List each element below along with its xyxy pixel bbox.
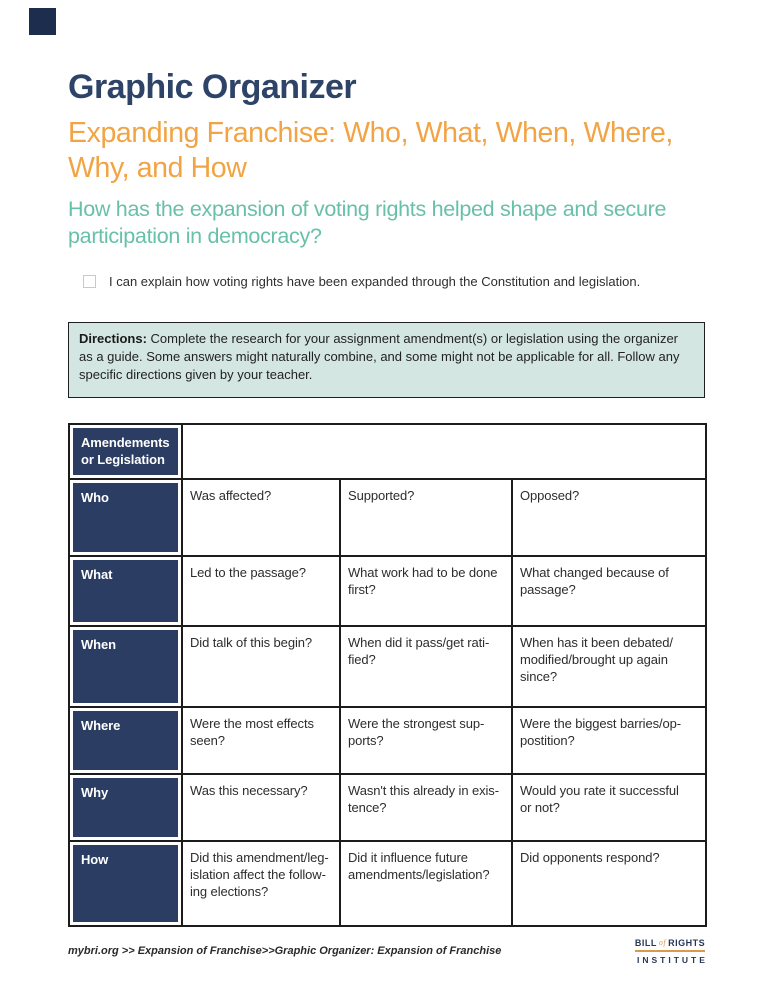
cell-how-2[interactable]: Did it influence future amendments/legis… <box>339 839 513 927</box>
corner-accent-square <box>29 8 56 35</box>
cell-what-1[interactable]: Led to the passage? <box>181 554 341 627</box>
directions-box: Directions: Complete the research for yo… <box>68 322 705 398</box>
organizer-table: Amendements or Legislation Who Was affec… <box>68 423 708 927</box>
page-title: Graphic Organizer <box>68 68 357 106</box>
row-label-who: Who <box>68 477 183 557</box>
directions-label: Directions: <box>79 331 147 346</box>
row-label-how: How <box>68 839 183 927</box>
table-row: What Led to the passage? What work had t… <box>68 554 708 627</box>
table-row: Amendements or Legislation <box>68 423 708 480</box>
objective-row: I can explain how voting rights have bee… <box>83 274 723 289</box>
table-row: How Did this amendment/leg- islation aff… <box>68 839 708 927</box>
cell-when-1[interactable]: Did talk of this begin? <box>181 624 341 708</box>
row-label-why: Why <box>68 772 183 842</box>
cell-why-2[interactable]: Wasn't this already in exis- tence? <box>339 772 513 842</box>
row-label-what: What <box>68 554 183 627</box>
cell-where-3[interactable]: Were the biggest barries/op- postition? <box>510 705 708 775</box>
logo-rights-text: RIGHTS <box>668 938 706 948</box>
amendment-input-cell[interactable] <box>180 423 708 480</box>
cell-who-2[interactable]: Supported? <box>339 477 513 557</box>
cell-when-3[interactable]: When has it been debated/ modified/broug… <box>510 624 708 708</box>
table-row: When Did talk of this begin? When did it… <box>68 624 708 708</box>
cell-where-1[interactable]: Were the most effects seen? <box>181 705 341 775</box>
row-label-where: Where <box>68 705 183 775</box>
table-row: Why Was this necessary? Wasn't this alre… <box>68 772 708 842</box>
logo-orange-rule <box>635 950 705 952</box>
footer-breadcrumb: mybri.org >> Expansion of Franchise>>Gra… <box>68 945 502 957</box>
cell-where-2[interactable]: Were the strongest sup- ports? <box>339 705 513 775</box>
table-row: Where Were the most effects seen? Were t… <box>68 705 708 775</box>
objective-text: I can explain how voting rights have bee… <box>109 274 641 289</box>
essential-question: How has the expansion of voting rights h… <box>68 197 667 249</box>
bri-logo: BILL of RIGHTS INSTITUTE <box>635 938 705 965</box>
logo-institute-text: INSTITUTE <box>637 955 708 965</box>
table-corner-header: Amendements or Legislation <box>68 423 183 480</box>
page-footer: mybri.org >> Expansion of Franchise>>Gra… <box>68 938 705 965</box>
row-label-when: When <box>68 624 183 708</box>
cell-what-3[interactable]: What changed because of passage? <box>510 554 708 627</box>
logo-top-line: BILL of RIGHTS <box>635 938 705 948</box>
logo-of-mark: of <box>658 938 667 947</box>
page-subtitle: Expanding Franchise: Who, What, When, Wh… <box>68 117 673 185</box>
cell-how-3[interactable]: Did opponents respond? <box>510 839 708 927</box>
cell-how-1[interactable]: Did this amendment/leg- islation affect … <box>181 839 341 927</box>
cell-who-3[interactable]: Opposed? <box>510 477 708 557</box>
objective-checkbox[interactable] <box>83 275 96 288</box>
cell-why-3[interactable]: Would you rate it successful or not? <box>510 772 708 842</box>
logo-bill-text: BILL <box>634 938 657 948</box>
directions-text: Complete the research for your assignmen… <box>79 331 680 382</box>
cell-when-2[interactable]: When did it pass/get rati- fied? <box>339 624 513 708</box>
table-row: Who Was affected? Supported? Opposed? <box>68 477 708 557</box>
cell-why-1[interactable]: Was this necessary? <box>181 772 341 842</box>
cell-what-2[interactable]: What work had to be done first? <box>339 554 513 627</box>
cell-who-1[interactable]: Was affected? <box>181 477 341 557</box>
